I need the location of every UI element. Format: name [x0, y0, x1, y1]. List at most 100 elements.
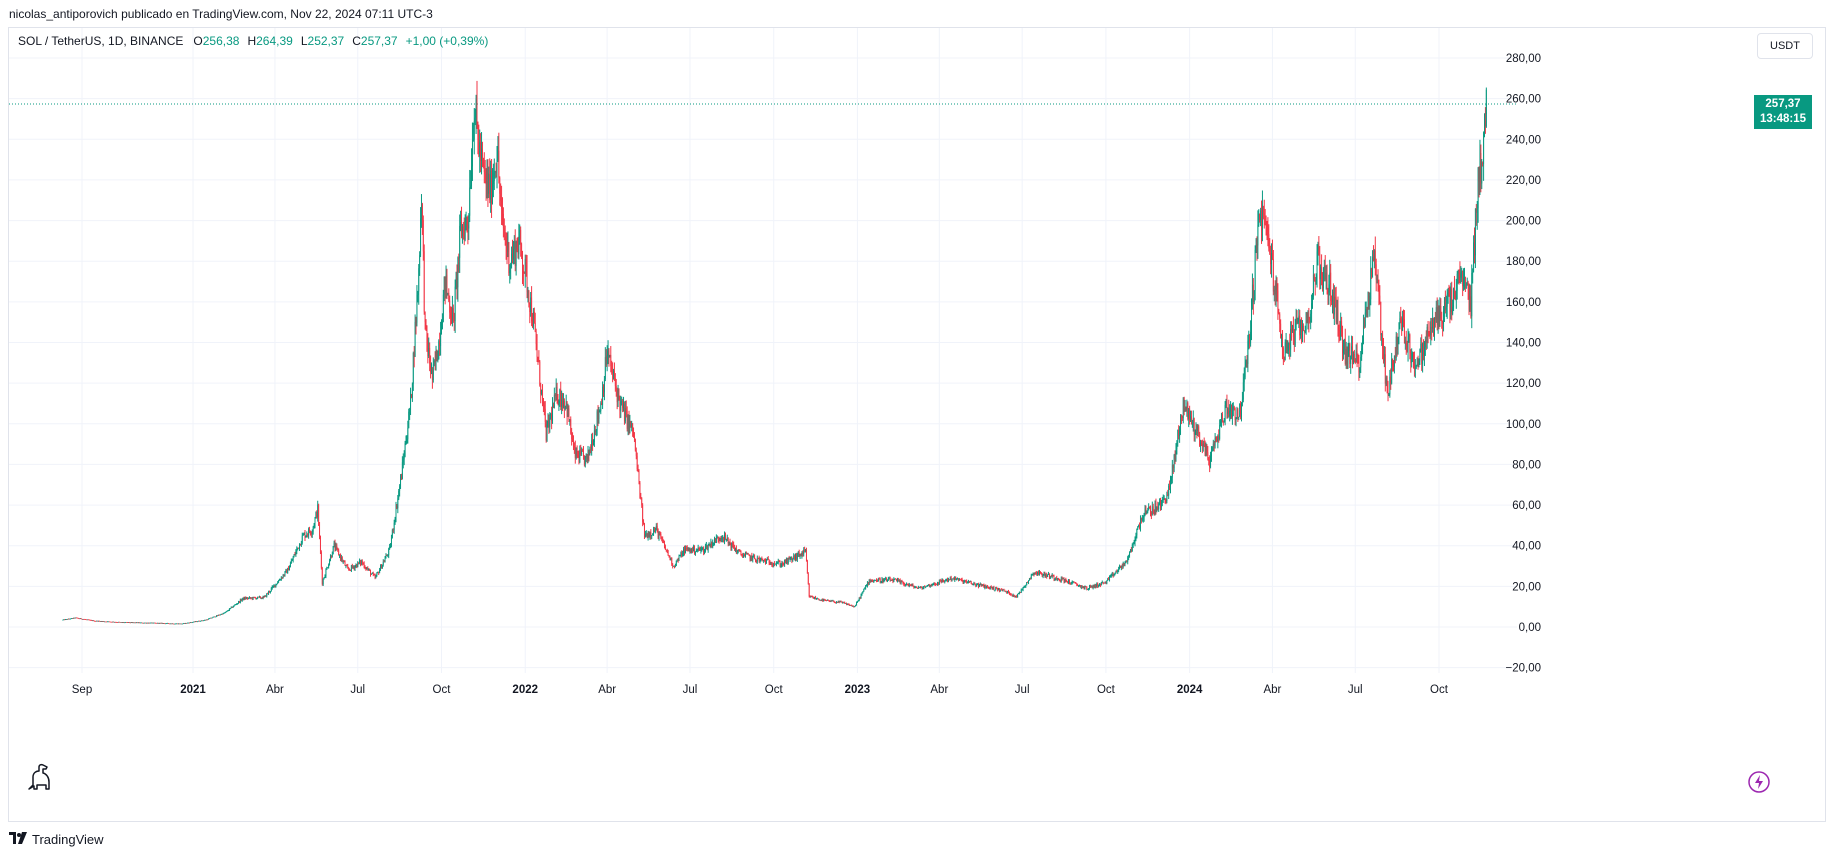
candle-body	[1305, 312, 1307, 331]
candle-body	[746, 553, 748, 555]
candle-body	[218, 614, 219, 616]
candle-body	[559, 389, 561, 401]
candle-body	[1088, 588, 1090, 590]
candle-body	[691, 547, 693, 553]
y-tick-label: 80,00	[1512, 459, 1541, 471]
candle-body	[198, 620, 200, 622]
candle-body	[256, 598, 258, 600]
candle-body	[828, 600, 830, 602]
candle-body	[972, 583, 974, 585]
candle-body	[1365, 309, 1367, 313]
dinosaur-icon[interactable]	[25, 763, 55, 793]
candle-body	[163, 623, 165, 624]
candle-body	[173, 623, 175, 625]
candle-body	[1444, 297, 1446, 311]
candle-body	[108, 621, 110, 623]
candle-body	[1244, 366, 1246, 378]
candle-body	[805, 549, 807, 551]
candle-body	[1269, 248, 1271, 254]
candle-body	[994, 590, 996, 591]
candle-body	[779, 561, 781, 567]
candle-body	[319, 525, 320, 537]
candle-body	[301, 535, 303, 543]
candle-body	[139, 622, 141, 624]
candle-body	[1480, 153, 1482, 184]
candle-body	[965, 580, 967, 582]
candle-body	[127, 622, 128, 623]
candle-body	[713, 542, 715, 544]
candle-body	[715, 537, 717, 543]
candle-body	[1092, 585, 1094, 588]
candle-body	[348, 568, 350, 570]
candle-body	[318, 504, 320, 526]
candle-body	[914, 587, 916, 589]
candle-body	[308, 528, 310, 536]
candle-body	[902, 582, 904, 584]
candle-body	[539, 361, 541, 386]
lightning-icon[interactable]	[1747, 770, 1771, 794]
candle-body	[1287, 345, 1289, 351]
candle-body	[228, 608, 230, 611]
candle-body	[1471, 273, 1473, 317]
candle-body	[1260, 210, 1262, 221]
candle-body	[894, 578, 896, 580]
candle-body	[297, 547, 299, 549]
candle-body	[117, 622, 118, 623]
candle-body	[501, 200, 503, 209]
tradingview-footer[interactable]: TradingView	[9, 832, 104, 847]
candle-body	[822, 599, 824, 602]
candle-body	[1207, 452, 1209, 460]
candle-body	[178, 623, 179, 625]
candle-body	[1120, 565, 1122, 568]
candle-body	[506, 246, 508, 252]
candle-body	[1293, 337, 1295, 346]
candle-body	[1341, 321, 1343, 332]
candle-body	[1321, 267, 1323, 276]
candle-body	[695, 550, 697, 553]
candle-body	[752, 555, 754, 560]
candle-body	[1239, 404, 1241, 417]
candle-body	[1331, 300, 1333, 302]
candle-body	[244, 597, 246, 600]
candle-body	[494, 171, 496, 173]
candle-body	[1063, 578, 1065, 583]
candle-body	[1003, 589, 1005, 591]
candle-body	[170, 623, 172, 625]
candlestick-chart[interactable]: 280,00260,00240,00220,00200,00180,00160,…	[9, 28, 1825, 821]
candle-body	[1224, 405, 1226, 422]
candle-body	[1473, 242, 1475, 273]
candle-body	[1043, 572, 1045, 576]
candle-body	[1425, 339, 1427, 343]
candle-body	[99, 621, 101, 622]
currency-button[interactable]: USDT	[1757, 33, 1813, 59]
candle-body	[186, 622, 188, 624]
candle-body	[326, 567, 328, 570]
candle-body	[290, 560, 292, 564]
candle-body	[1106, 580, 1108, 584]
candle-body	[1454, 292, 1456, 300]
candle-body	[1328, 284, 1330, 293]
candle-body	[1170, 481, 1171, 490]
candle-body	[1102, 582, 1104, 584]
candle-body	[1271, 253, 1272, 265]
candle-body	[710, 541, 712, 547]
candle-body	[104, 621, 106, 623]
candle-body	[1304, 330, 1306, 332]
candle-body	[1190, 416, 1191, 420]
candle-body	[395, 506, 397, 520]
candle-body	[836, 602, 837, 603]
candle-body	[595, 430, 597, 433]
candle-body	[1369, 299, 1371, 306]
candle-body	[599, 411, 601, 412]
candle-body	[1145, 508, 1147, 514]
candle-body	[764, 560, 766, 561]
candle-body	[1399, 318, 1401, 327]
chart-pane[interactable]: SOL / TetherUS, 1D, BINANCE O 256,38 H 264…	[8, 27, 1826, 822]
candle-body	[978, 584, 979, 587]
x-tick-label: Jul	[1015, 684, 1030, 696]
candle-body	[1227, 408, 1229, 414]
candle-body	[1241, 402, 1242, 414]
candle-body	[1075, 583, 1077, 584]
candle-body	[583, 455, 585, 465]
candle-body	[842, 602, 844, 604]
